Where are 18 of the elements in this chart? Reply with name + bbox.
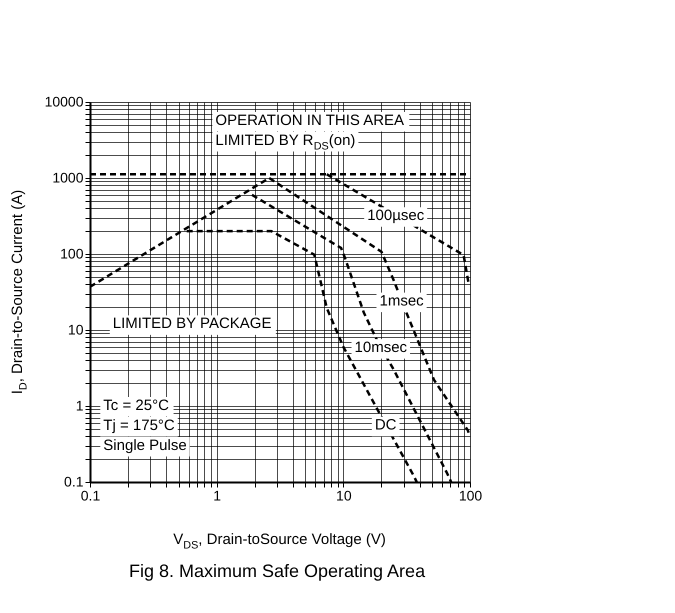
y-tick-label: 1 [76,398,84,414]
series-label: 100µsec [367,206,425,224]
y-tick-label: 10 [68,322,84,338]
text: Fig 8. Maximum Safe Operating Area [128,561,426,581]
series-label: 10msec [354,338,408,356]
annotation: Tc = 25°C Tj = 175°C Single Pulse [103,396,187,454]
x-tick-label: 100 [458,488,482,504]
annotation: LIMITED BY PACKAGE [112,315,272,332]
series-label: 1msec [379,292,424,310]
x-tick-label: 1 [213,488,222,504]
y-tick-label: 1000 [52,170,84,186]
y-tick-label: 10000 [44,94,84,110]
y-tick-label: 0.1 [64,474,84,490]
y-axis-title: ID, Drain-to-Source Current (A) [9,190,30,394]
series-label: DC [374,416,397,434]
y-tick-label: 100 [60,246,84,262]
x-tick-label: 0.1 [80,488,100,504]
x-tick-label: 10 [336,488,352,504]
